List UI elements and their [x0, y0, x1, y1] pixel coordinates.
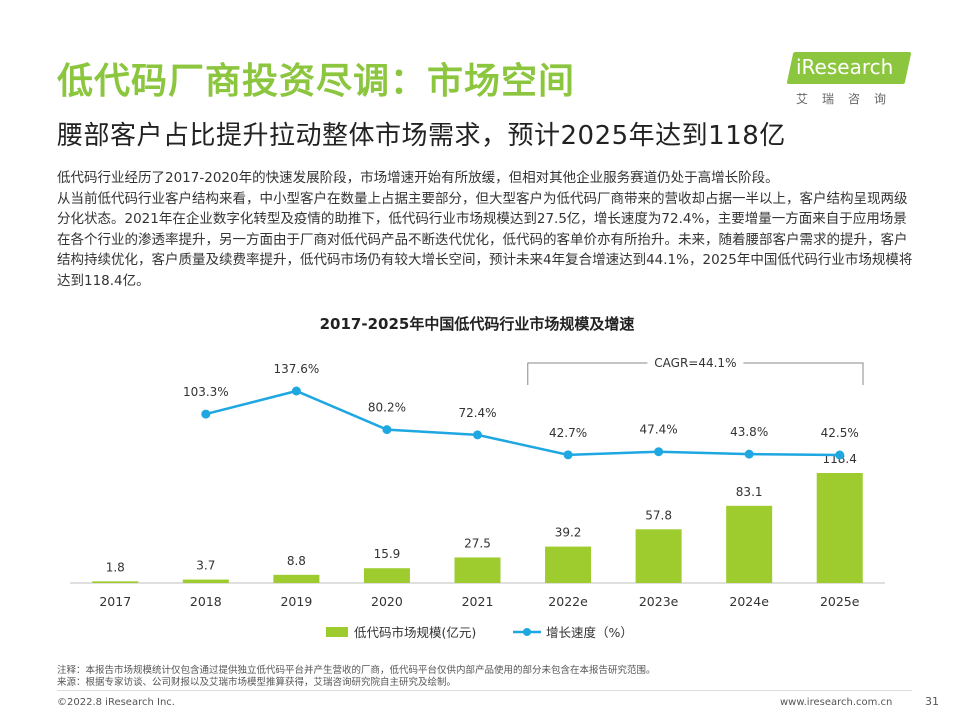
footer-divider — [57, 690, 912, 691]
market-size-chart: 2017-2025年中国低代码行业市场规模及增速 1.8 2017 3.7 2018 8… — [70, 315, 885, 640]
bar-2021 — [454, 557, 501, 583]
bar-label-2023e: 57.8 — [645, 508, 672, 522]
body-text: 低代码行业经历了2017-2020年的快速发展阶段，市场增速开始有所放缓，但相对… — [57, 168, 917, 291]
bar-label-2021: 27.5 — [464, 536, 491, 550]
legend-bar-swatch — [326, 627, 348, 637]
growth-label-2025e: 42.5% — [821, 426, 859, 440]
bar-2019 — [273, 574, 320, 583]
body-paragraph-1: 低代码行业经历了2017-2020年的快速发展阶段，市场增速开始有所放缓，但相对… — [57, 170, 779, 186]
footnote-source: 来源：根据专家访谈、公司财报以及艾瑞市场模型推算获得，艾瑞咨询研究院自主研究及绘… — [57, 677, 457, 688]
x-tick-2025e: 2025e — [820, 594, 860, 609]
growth-label-2022e: 42.7% — [549, 426, 587, 440]
bar-2020 — [363, 568, 410, 583]
page-title: 低代码厂商投资尽调：市场空间 — [57, 61, 576, 102]
bar-2025e — [816, 473, 863, 583]
bar-label-2022e: 39.2 — [555, 526, 582, 540]
bar-label-2018: 3.7 — [196, 559, 215, 573]
footnotes: 注释：本报告市场规模统计仅包含通过提供独立低代码平台并产生营收的厂商，低代码平台… — [57, 665, 656, 689]
cagr-annotation: CAGR=44.1% — [654, 356, 736, 370]
bar-label-2020: 15.9 — [374, 547, 401, 561]
growth-label-2021: 72.4% — [458, 406, 496, 420]
bar-label-2024e: 83.1 — [736, 485, 763, 499]
logo-text: iResearch — [796, 55, 894, 79]
growth-label-2020: 80.2% — [368, 401, 406, 415]
growth-point-2021 — [473, 430, 482, 440]
x-tick-2019: 2019 — [280, 594, 312, 609]
website: www.iresearch.com.cn — [780, 697, 893, 708]
growth-label-2024e: 43.8% — [730, 425, 768, 439]
growth-point-2019 — [291, 386, 301, 396]
footnote-note: 注释：本报告市场规模统计仅包含通过提供独立低代码平台并产生营收的厂商，低代码平台… — [57, 665, 656, 676]
legend-line-marker — [523, 628, 531, 636]
x-tick-2020: 2020 — [371, 594, 403, 609]
x-tick-2024e: 2024e — [729, 594, 769, 609]
bar-2023e — [635, 529, 682, 583]
body-paragraph-2: 从当前低代码行业客户结构来看，中小型客户在数量上占据主要部分，但大型客户为低代码… — [57, 190, 913, 289]
page-number: 31 — [925, 695, 939, 708]
cagr-label-bg — [647, 354, 744, 372]
bar-2017 — [92, 581, 139, 583]
iresearch-logo: iResearch 艾瑞咨询 — [786, 50, 920, 110]
x-tick-2023e: 2023e — [639, 594, 679, 609]
copyright: ©2022.8 iResearch Inc. — [57, 697, 175, 708]
x-tick-2017: 2017 — [99, 594, 131, 609]
growth-point-2025e — [835, 450, 845, 460]
growth-point-2024e — [744, 449, 754, 459]
page-subtitle: 腰部客户占比提升拉动整体市场需求，预计2025年达到118亿 — [57, 121, 786, 151]
growth-point-2018 — [201, 409, 211, 419]
growth-label-2018: 103.3% — [183, 385, 229, 399]
legend-bar-label: 低代码市场规模(亿元) — [354, 625, 476, 640]
logo-subtext: 艾瑞咨询 — [796, 92, 901, 106]
bar-2022e — [545, 546, 592, 583]
growth-line — [205, 389, 840, 457]
growth-label-2023e: 47.4% — [640, 423, 678, 437]
growth-point-2023e — [654, 447, 664, 457]
bar-label-2017: 1.8 — [106, 560, 125, 574]
x-tick-2022e: 2022e — [548, 594, 588, 609]
growth-point-2022e — [563, 450, 573, 460]
growth-point-2020 — [382, 425, 392, 435]
bar-2024e — [726, 505, 773, 583]
growth-label-2019: 137.6% — [274, 362, 320, 376]
bar-label-2019: 8.8 — [287, 554, 306, 568]
x-tick-2021: 2021 — [462, 594, 494, 609]
chart-title: 2017-2025年中国低代码行业市场规模及增速 — [320, 315, 635, 333]
legend-line-label: 增长速度（%） — [546, 625, 633, 640]
x-tick-2018: 2018 — [190, 594, 222, 609]
bar-2018 — [182, 579, 229, 583]
